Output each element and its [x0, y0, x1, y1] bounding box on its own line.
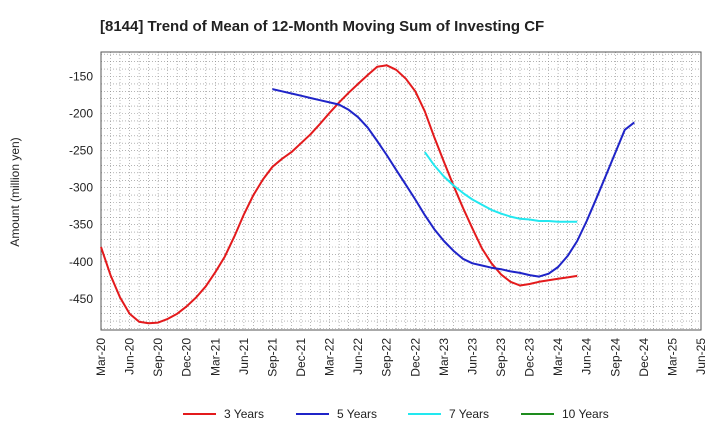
chart-title: [8144] Trend of Mean of 12-Month Moving … [100, 18, 544, 35]
legend-label: 7 Years [449, 407, 489, 421]
x-tick-labels: Mar-20 Jun-20 Sep-20 Dec-20 Mar-21 Jun-21 Sep-… [94, 338, 708, 377]
legend-label: 3 Years [224, 407, 264, 421]
series-line-7-years [423, 151, 578, 223]
x-tick-label: Jun-24 [580, 338, 594, 375]
y-tick-label: -450 [69, 292, 93, 306]
legend: 3 Years 5 Years 7 Years 10 Years [183, 407, 609, 421]
x-tick-label: Jun-23 [465, 338, 479, 375]
y-axis-label: Amount (million yen) [8, 137, 22, 246]
x-tick-label: Jun-21 [237, 338, 251, 375]
x-tick-label: Jun-22 [351, 338, 365, 375]
x-tick-label: Sep-22 [380, 338, 394, 377]
x-tick-label: Sep-20 [151, 338, 165, 377]
legend-label: 5 Years [337, 407, 377, 421]
series-group [100, 64, 635, 325]
x-tick-label: Sep-21 [265, 338, 279, 377]
x-tick-label: Dec-21 [294, 338, 308, 377]
x-tick-label: Sep-23 [494, 338, 508, 377]
grid [101, 52, 701, 330]
x-tick-label: Dec-22 [408, 338, 422, 377]
y-tick-label: -350 [69, 218, 93, 232]
y-tick-label: -200 [69, 107, 93, 121]
legend-label: 10 Years [562, 407, 609, 421]
x-tick-label: Sep-24 [608, 338, 622, 377]
x-tick-label: Jun-25 [694, 338, 708, 375]
x-tick-label: Dec-23 [523, 338, 537, 377]
y-tick-label: -250 [69, 144, 93, 158]
y-tick-labels: -150 -200 -250 -300 -350 -400 -450 [69, 69, 93, 305]
y-tick-label: -300 [69, 181, 93, 195]
x-tick-label: Mar-22 [323, 338, 337, 376]
x-tick-label: Mar-21 [208, 338, 222, 376]
x-tick-label: Mar-20 [94, 338, 108, 376]
x-tick-label: Dec-20 [180, 338, 194, 377]
plot-frame [100, 51, 702, 331]
y-tick-label: -400 [69, 255, 93, 269]
x-tick-label: Dec-24 [637, 338, 651, 377]
series-line-5-years [272, 88, 635, 278]
x-tick-label: Mar-24 [551, 338, 565, 376]
x-tick-label: Jun-20 [123, 338, 137, 375]
x-tick-label: Mar-25 [665, 338, 679, 376]
y-tick-label: -150 [69, 69, 93, 83]
x-tick-label: Mar-23 [437, 338, 451, 376]
series-line-3-years [100, 64, 578, 325]
